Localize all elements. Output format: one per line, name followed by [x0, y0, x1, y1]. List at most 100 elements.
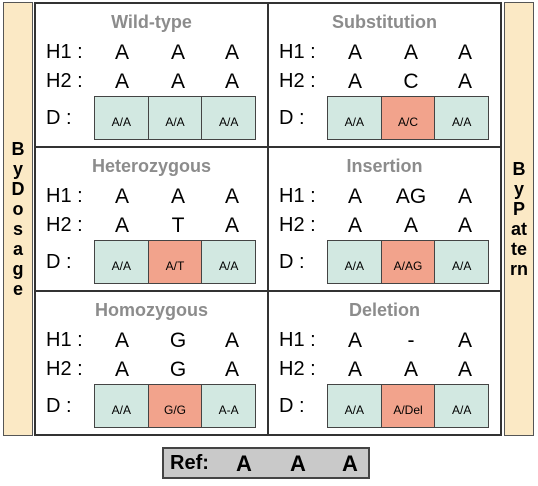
ref-base: A [236, 451, 252, 476]
panel-title: Homozygous [94, 300, 208, 320]
genotype-cell: A/A [202, 241, 256, 283]
haplotype-1-row: H1 : A AG A [269, 185, 500, 209]
h2-base: G [169, 358, 187, 381]
panel-substitution: Substitution H1 : A A A H2 : A C A D : A/… [268, 3, 501, 147]
genotype-cell: A/A [435, 97, 489, 139]
dosage-label: D : [46, 395, 72, 417]
panel-title: Heterozygous [91, 156, 212, 176]
h2-base: A [347, 214, 362, 237]
haplotype-2-row: H2 : A A A [36, 70, 267, 94]
h2-base: C [403, 70, 419, 93]
haplotype-1-row: H1 : A A A [36, 41, 267, 65]
h2-base: A [114, 358, 129, 381]
h1-base: A [114, 329, 129, 352]
h1-label: H1 : [279, 329, 316, 351]
h2-label: H2 : [46, 214, 83, 236]
haplotype-2-row: H2 : A G A [36, 358, 267, 382]
panel-heterozygous: Heterozygous H1 : A A A H2 : A T A D : A/… [35, 147, 268, 291]
dosage-label: D : [279, 251, 305, 273]
h2-base: A [347, 358, 362, 381]
h1-base: A [224, 185, 239, 208]
genotype-cell: A/A [148, 97, 203, 139]
haplotype-1-row: H1 : A A A [269, 41, 500, 65]
h1-base: A [347, 185, 362, 208]
dosage-box: A/A A/C A/A [327, 96, 489, 140]
h2-label: H2 : [279, 70, 316, 92]
panel-deletion: Deletion H1 : A - A H2 : A A A D : A/A A/D… [268, 291, 501, 435]
h1-base: A [114, 185, 129, 208]
h1-base: A [170, 41, 185, 64]
panel-wild-type: Wild-type H1 : A A A H2 : A A A D : A/A A/… [35, 3, 268, 147]
h2-base: A [224, 358, 239, 381]
h2-label: H2 : [279, 214, 316, 236]
mutated-genotype-cell: A/T [148, 241, 203, 283]
h1-base: A [457, 329, 472, 352]
genotype-cell: A/A [95, 97, 149, 139]
panel-insertion: Insertion H1 : A AG A H2 : A A A D : A/A A… [268, 147, 501, 291]
reference-box: Ref: A A A [162, 447, 370, 479]
h1-label: H1 : [279, 185, 316, 207]
ref-base: A [342, 451, 358, 476]
haplotype-1-row: H1 : A - A [269, 329, 500, 353]
h2-base: A [170, 70, 185, 93]
h1-base: A [403, 41, 418, 64]
h1-base: A [170, 185, 185, 208]
h2-base: A [457, 70, 472, 93]
genotype-cell: A/A [95, 385, 149, 427]
h2-base: A [114, 214, 129, 237]
h2-base: A [457, 214, 472, 237]
h1-base: A [457, 185, 472, 208]
ref-base: A [290, 451, 306, 476]
h2-label: H2 : [46, 358, 83, 380]
genotype-cell: A/A [328, 385, 382, 427]
mutated-genotype-cell: G/G [148, 385, 203, 427]
dosage-box: A/A G/G A-A [94, 384, 256, 428]
panel-title: Wild-type [111, 12, 192, 32]
haplotype-2-row: H2 : A T A [36, 214, 267, 238]
panel-title: Substitution [332, 12, 437, 32]
h2-base: A [347, 70, 362, 93]
h1-base: A [347, 41, 362, 64]
panel-title: Insertion [346, 156, 423, 176]
h1-base: A [457, 41, 472, 64]
h1-base: A [347, 329, 362, 352]
mutated-genotype-cell: A/C [381, 97, 436, 139]
by-dosage-label: By Dosage [11, 139, 25, 299]
h2-base: A [114, 70, 129, 93]
mutated-genotype-cell: A/Del [381, 385, 436, 427]
dosage-label: D : [46, 251, 72, 273]
by-pattern-sidebar: By Pattern [504, 2, 534, 436]
h2-base: A [457, 358, 472, 381]
h1-label: H1 : [46, 185, 83, 207]
haplotype-2-row: H2 : A A A [269, 358, 500, 382]
h2-base: A [224, 214, 239, 237]
h1-base: A [114, 41, 129, 64]
dosage-box: A/A A/AG A/A [327, 240, 489, 284]
panel-homozygous: Homozygous H1 : A G A H2 : A G A D : A/A G… [35, 291, 268, 435]
h2-base: A [403, 214, 418, 237]
genotype-cell: A/A [202, 97, 256, 139]
dosage-box: A/A A/A A/A [94, 96, 256, 140]
ref-label: Ref: [170, 452, 209, 474]
haplotype-2-row: H2 : A C A [269, 70, 500, 94]
dosage-box: A/A A/Del A/A [327, 384, 489, 428]
h1-label: H1 : [46, 329, 83, 351]
h1-base: - [407, 329, 415, 352]
by-dosage-sidebar: By Dosage [3, 2, 33, 436]
h1-label: H1 : [279, 41, 316, 63]
mutated-genotype-cell: A/AG [381, 241, 436, 283]
h1-base: AG [395, 185, 427, 208]
genotype-cell: A/A [435, 241, 489, 283]
h1-base: A [224, 41, 239, 64]
h1-label: H1 : [46, 41, 83, 63]
genotype-cell: A/A [328, 241, 382, 283]
dosage-box: A/A A/T A/A [94, 240, 256, 284]
variant-grid: Wild-type H1 : A A A H2 : A A A D : A/A A/… [34, 2, 502, 436]
h2-base: A [224, 70, 239, 93]
genotype-cell: A/A [435, 385, 489, 427]
haplotype-1-row: H1 : A G A [36, 329, 267, 353]
dosage-label: D : [46, 107, 72, 129]
h2-base: A [403, 358, 418, 381]
dosage-label: D : [279, 395, 305, 417]
genotype-cell: A/A [95, 241, 149, 283]
